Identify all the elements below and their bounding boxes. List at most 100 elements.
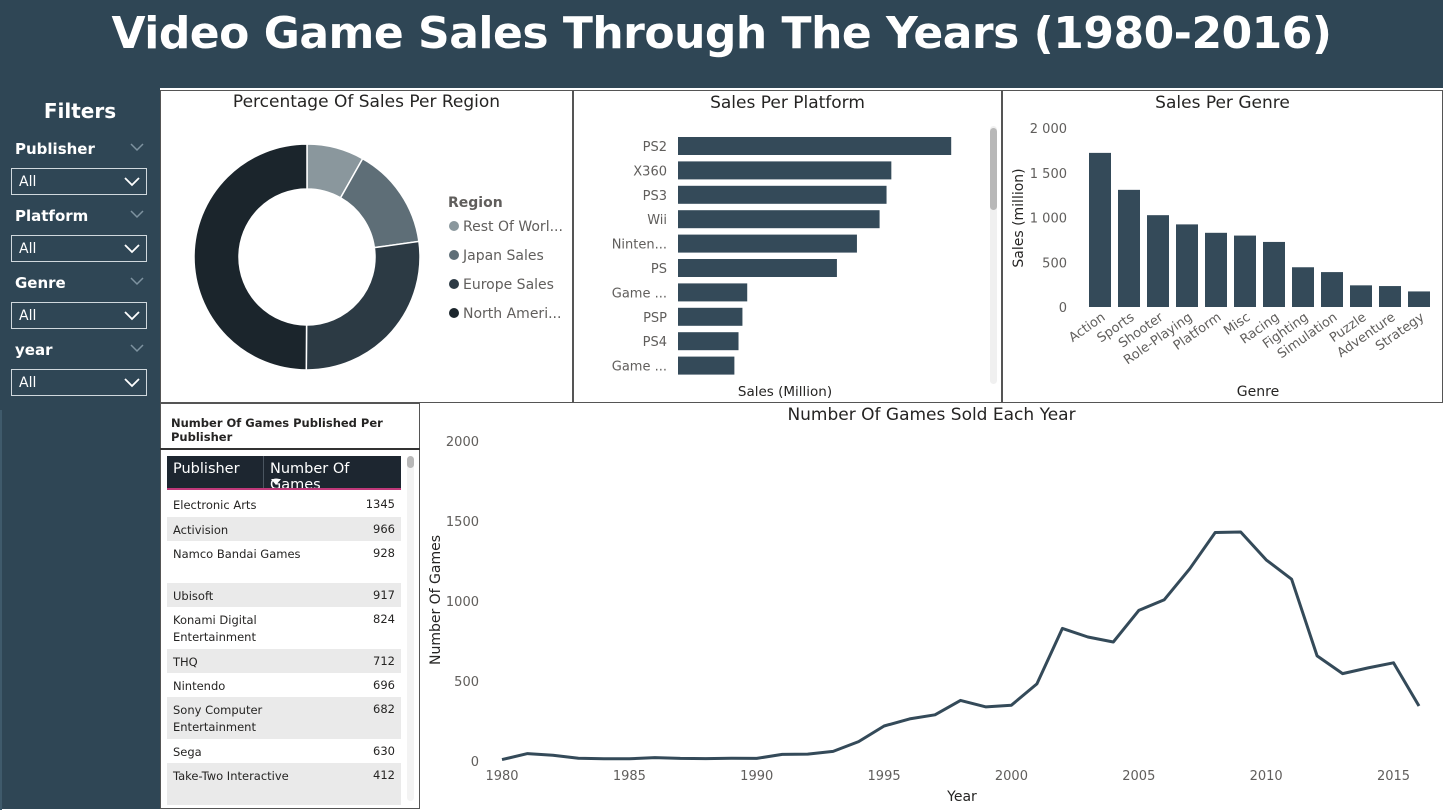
chevron-down-icon [124, 378, 140, 388]
chevron-down-icon[interactable] [130, 343, 144, 353]
publisher-dropdown[interactable]: All [11, 168, 147, 195]
platform-bar [678, 210, 880, 229]
header-underline [167, 488, 401, 490]
x-axis-label: Year [946, 789, 977, 805]
x-tick-label: 2005 [1122, 769, 1155, 784]
publisher-cell: Nintendo [173, 679, 226, 693]
publisher-cell: Namco Bandai Games [173, 547, 301, 561]
table-row[interactable]: Activision 966 [167, 517, 401, 541]
legend-marker [449, 308, 459, 318]
table-row[interactable]: Electronic Arts 1345 [167, 492, 401, 517]
platform-tick-label: Game ... [612, 360, 667, 375]
platform-bar [678, 283, 748, 302]
genre-bar [1350, 285, 1372, 307]
platform-tick-label: PSP [643, 311, 667, 326]
dropdown-value: All [19, 375, 37, 391]
genre-bar [1234, 235, 1256, 307]
genre-dropdown[interactable]: All [11, 302, 147, 329]
x-axis-label: Genre [1237, 384, 1279, 400]
series-line [501, 530, 1421, 762]
count-cell: 824 [373, 612, 395, 626]
genre-bar [1321, 272, 1343, 307]
table-row[interactable]: Sega 630 [167, 739, 401, 763]
platform-tick-label: Wii [647, 213, 667, 228]
table-row[interactable]: Nintendo 696 [167, 673, 401, 697]
column-header-publisher[interactable]: Publisher [173, 461, 240, 477]
legend-label: North Ameri... [463, 306, 561, 322]
header-bar: Video Game Sales Through The Years (1980… [0, 0, 1443, 88]
platform-tick-label: Ninten... [612, 238, 667, 253]
publisher-cell: Sony Computer Entertainment [173, 703, 263, 734]
genre-bar [1292, 267, 1314, 307]
count-cell: 696 [373, 678, 395, 692]
legend-marker [449, 250, 459, 260]
chevron-down-icon [124, 311, 140, 321]
chevron-down-icon[interactable] [130, 276, 144, 286]
filter-label: Genre [15, 274, 66, 292]
x-axis-label: Sales (Million) [738, 384, 832, 400]
platform-tick-label: X360 [633, 164, 667, 179]
legend-marker [449, 279, 459, 289]
publisher-cell: Electronic Arts [173, 498, 257, 512]
chevron-down-icon[interactable] [130, 209, 144, 219]
table-row[interactable]: Take-Two Interactive 412 [167, 763, 401, 805]
games-per-year-panel: Number Of Games Sold Each Year [420, 403, 1443, 809]
y-axis-label: Sales (million) [1011, 168, 1027, 267]
chevron-down-icon [124, 177, 140, 187]
publisher-cell: Konami Digital Entertainment [173, 613, 257, 644]
legend-title: Region [448, 195, 503, 211]
count-cell: 1345 [365, 497, 395, 511]
dropdown-value: All [19, 308, 37, 324]
chevron-down-icon[interactable] [130, 142, 144, 152]
donut-slice [305, 240, 421, 371]
platform-tick-label: PS [651, 262, 667, 277]
table-row[interactable]: Sony Computer Entertainment 682 [167, 697, 401, 739]
table-scrollbar-thumb[interactable] [407, 456, 414, 468]
y-tick-label: 1500 [446, 515, 479, 530]
column-divider [263, 456, 264, 490]
platform-bar [678, 307, 743, 326]
platform-scrollbar-thumb[interactable] [990, 128, 997, 210]
chevron-down-icon [124, 244, 140, 254]
filters-title: Filters [43, 99, 117, 123]
y-tick-label: 2000 [446, 435, 479, 450]
publisher-cell: Activision [173, 523, 229, 537]
filter-label: year [15, 341, 53, 359]
genre-bar [1379, 286, 1401, 307]
y-tick-label: 0 [1059, 301, 1067, 316]
sort-descending-icon[interactable] [271, 479, 281, 485]
platform-bar [678, 137, 952, 155]
y-tick-label: 1000 [446, 595, 479, 610]
platform-bar [678, 356, 735, 375]
year-dropdown[interactable]: All [11, 369, 147, 396]
table-row[interactable]: Ubisoft 917 [167, 583, 401, 607]
platform-tick-label: PS4 [643, 335, 667, 350]
count-cell: 712 [373, 654, 395, 668]
genre-bar [1118, 189, 1140, 307]
x-tick-label: 1990 [740, 769, 773, 784]
y-tick-label: 1 500 [1030, 167, 1067, 182]
platform-dropdown[interactable]: All [11, 235, 147, 262]
chart-title: Number Of Games Sold Each Year [787, 405, 1076, 425]
platform-bar [678, 234, 857, 253]
table-row[interactable]: Konami Digital Entertainment 824 [167, 607, 401, 649]
table-title-divider [160, 448, 420, 450]
filter-label: Platform [15, 207, 89, 225]
games-per-year-line-chart: 0 500 1000 1500 2000 1980 1985 1990 1995 2000 2005… [428, 435, 1421, 805]
page-title: Video Game Sales Through The Years (1980… [111, 8, 1332, 59]
table-row[interactable]: THQ 712 [167, 649, 401, 673]
platform-bar [678, 332, 739, 351]
count-cell: 928 [373, 546, 395, 560]
region-donut-chart: Region Rest Of Worl... Japan Sales Europe S… [193, 143, 563, 371]
x-tick-label: 1995 [868, 769, 901, 784]
dropdown-value: All [19, 241, 37, 257]
x-tick-label: 1980 [485, 769, 518, 784]
platform-scrollbar-track[interactable] [990, 126, 997, 384]
table-row[interactable]: Namco Bandai Games 928 [167, 541, 401, 583]
table-scrollbar-track[interactable] [407, 456, 414, 801]
chart-title: Percentage Of Sales Per Region [232, 92, 501, 112]
genre-bar [1147, 215, 1169, 307]
chart-title: Sales Per Genre [1155, 93, 1290, 113]
publisher-cell: Sega [173, 745, 202, 759]
x-tick-label: 2010 [1250, 769, 1283, 784]
